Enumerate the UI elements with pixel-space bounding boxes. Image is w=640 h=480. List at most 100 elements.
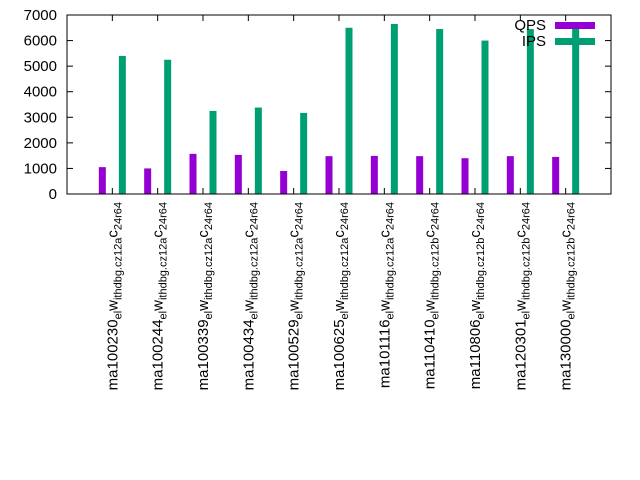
x-label-subscript: el <box>384 311 396 320</box>
bar-ips-6 <box>390 23 398 195</box>
x-label-subscript: ithdbg.cz12b <box>430 238 442 300</box>
x-tick-label: ma130000elwithdbg.cz12bc24r64 <box>558 202 578 390</box>
bar-qps-6 <box>370 155 378 194</box>
x-tick-label: ma120301elwithdbg.cz12bc24r64 <box>512 202 532 390</box>
bar-qps-7 <box>416 156 424 194</box>
x-label-part: w <box>240 300 257 312</box>
x-label-subscript: el <box>158 311 170 320</box>
bar-ips-1 <box>164 59 172 194</box>
legend-label-ips: IPS <box>522 33 546 50</box>
x-label-part: w <box>422 300 439 312</box>
x-label-subscript: el <box>248 311 260 320</box>
y-tick-label: 5000 <box>24 58 57 75</box>
x-label-subscript: ithdbg.cz12b <box>520 238 532 300</box>
x-tick-label: ma101116elwithdbg.cz12ac24r64 <box>376 202 396 388</box>
bar-ips-5 <box>345 27 353 194</box>
x-label-subscript: 24r64 <box>112 202 124 230</box>
x-label-part: w <box>467 300 484 312</box>
y-tick-label: 4000 <box>24 84 57 101</box>
x-label-subscript: 24r64 <box>294 202 306 230</box>
bar-qps-8 <box>461 158 469 194</box>
bar-qps-0 <box>98 167 106 194</box>
x-tick-label: ma110410elwithdbg.cz12bc24r64 <box>422 202 442 389</box>
x-label-subscript: ithdbg.cz12b <box>475 238 487 300</box>
x-label-subscript: el <box>294 311 306 320</box>
x-label-part: c <box>376 230 393 238</box>
x-label-part: c <box>512 230 529 238</box>
y-tick-label: 0 <box>49 186 57 203</box>
x-label-subscript: 24r64 <box>384 202 396 230</box>
bar-ips-4 <box>300 112 308 194</box>
bar-ips-9 <box>526 29 534 194</box>
x-label-subscript: el <box>339 311 351 320</box>
x-label-part: c <box>467 230 484 238</box>
x-label-subscript: el <box>430 311 442 320</box>
x-tick-label: ma100339elwithdbg.cz12ac24r64 <box>195 202 215 390</box>
x-label-subscript: 24r64 <box>203 202 215 230</box>
x-label-part: w <box>558 300 575 312</box>
legend-label-qps: QPS <box>514 17 546 34</box>
x-label-part: c <box>240 230 257 238</box>
x-label-subscript: ithdbg.cz12a <box>339 237 351 300</box>
bar-qps-2 <box>189 153 197 194</box>
y-tick-label: 1000 <box>24 160 57 177</box>
x-label-subscript: el <box>566 311 578 320</box>
x-label-part: w <box>512 300 529 312</box>
x-label-subscript: 24r64 <box>475 202 487 230</box>
y-tick-label: 2000 <box>24 135 57 152</box>
x-tick-label: ma100230elwithdbg.cz12ac24r64 <box>104 202 124 390</box>
x-label-part: w <box>104 300 121 312</box>
x-label-subscript: 24r64 <box>248 202 260 230</box>
x-label-part: w <box>376 300 393 312</box>
bar-qps-3 <box>234 154 242 194</box>
x-label-subscript: ithdbg.cz12a <box>203 237 215 300</box>
x-tick-label: ma100244elwithdbg.cz12ac24r64 <box>150 202 170 390</box>
bar-ips-10 <box>572 27 580 194</box>
x-label-part: w <box>150 300 167 312</box>
x-tick-label: ma100529elwithdbg.cz12ac24r64 <box>286 202 306 390</box>
x-label-part: ma100244 <box>150 319 167 390</box>
x-label-part: ma100230 <box>104 319 121 390</box>
x-label-subscript: 24r64 <box>520 202 532 230</box>
x-label-part: ma100529 <box>286 319 303 390</box>
x-label-part: c <box>558 230 575 238</box>
bar-ips-3 <box>254 107 262 194</box>
x-label-part: c <box>104 230 121 238</box>
x-tick-label: ma110806elwithdbg.cz12bc24r64 <box>467 202 487 389</box>
x-label-part: w <box>331 300 348 312</box>
x-label-part: c <box>150 230 167 238</box>
x-label-part: ma110806 <box>467 319 484 389</box>
x-label-subscript: 24r64 <box>430 202 442 230</box>
bar-qps-1 <box>144 168 152 194</box>
bar-ips-7 <box>436 29 444 194</box>
x-label-subscript: ithdbg.cz12a <box>248 237 260 300</box>
legend-swatch-qps <box>555 22 595 29</box>
x-label-subscript: ithdbg.cz12a <box>158 237 170 300</box>
x-label-part: ma100625 <box>331 319 348 390</box>
bar-ips-8 <box>481 40 489 195</box>
x-label-subscript: el <box>203 311 215 320</box>
x-label-subscript: ithdbg.cz12a <box>294 237 306 300</box>
x-label-part: w <box>195 300 212 312</box>
x-label-part: ma100339 <box>195 319 212 390</box>
x-label-part: c <box>422 230 439 238</box>
x-label-subscript: ithdbg.cz12a <box>384 237 396 300</box>
x-label-part: ma100434 <box>240 319 257 390</box>
y-axis: 0 1000 2000 3000 4000 5000 6000 7000 <box>24 7 611 203</box>
x-label-subscript: 24r64 <box>158 202 170 230</box>
legend-swatch-ips <box>555 38 595 45</box>
y-tick-label: 7000 <box>24 7 57 24</box>
x-label-subscript: el <box>112 311 124 320</box>
x-tick-label: ma100625elwithdbg.cz12ac24r64 <box>331 202 351 390</box>
x-label-subscript: 24r64 <box>566 202 578 230</box>
x-label-part: w <box>286 300 303 312</box>
x-label-part: c <box>286 230 303 238</box>
bar-qps-9 <box>506 156 514 194</box>
x-axis: ma100230elwithdbg.cz12ac24r64ma100244elw… <box>104 15 578 390</box>
x-label-part: ma101116 <box>376 319 393 388</box>
y-tick-label: 3000 <box>24 109 57 126</box>
x-label-part: ma110410 <box>422 319 439 389</box>
x-label-subscript: ithdbg.cz12a <box>112 237 124 300</box>
x-label-subscript: el <box>475 311 487 320</box>
